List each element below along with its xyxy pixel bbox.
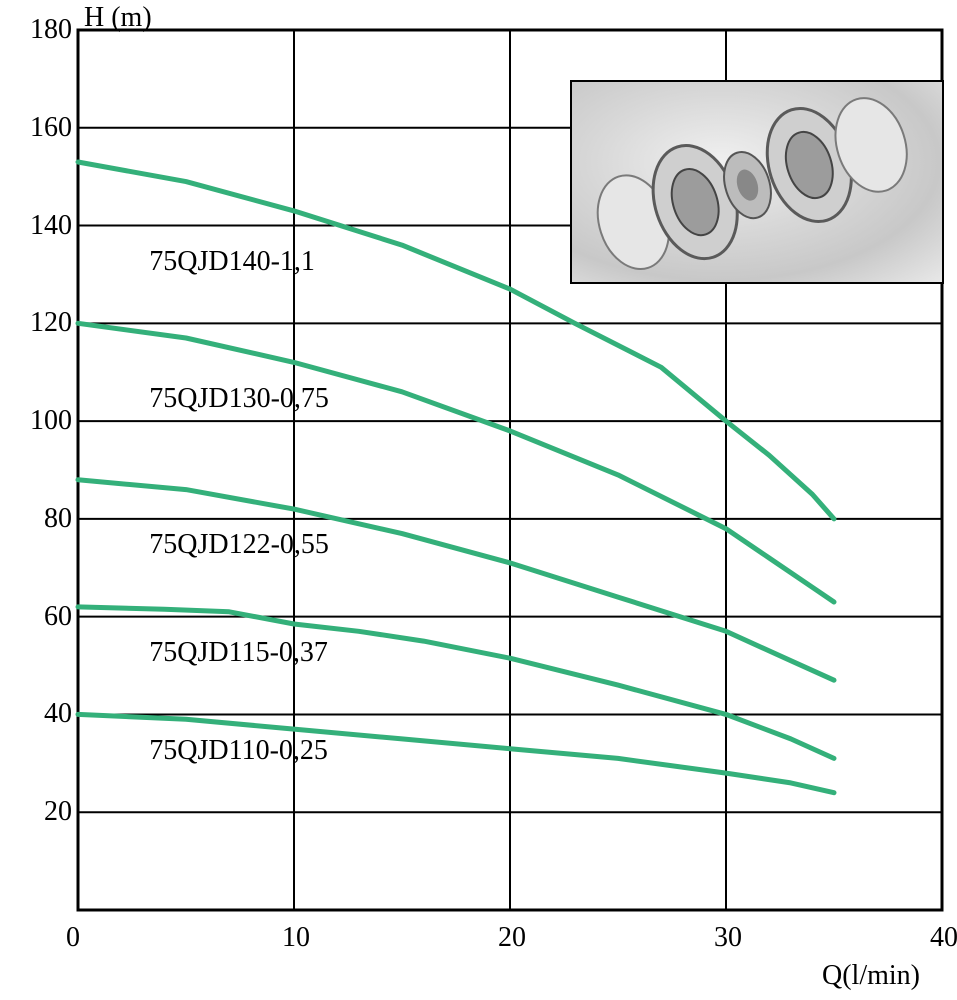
x-tick-label: 10 xyxy=(282,922,310,954)
y-tick-label: 120 xyxy=(12,307,72,339)
series-label: 75QJD110-0,25 xyxy=(149,735,328,767)
series-label: 75QJD140-1,1 xyxy=(149,246,315,278)
y-axis-title: H (m) xyxy=(84,2,152,34)
x-tick-label: 30 xyxy=(714,922,742,954)
pump-impeller-icon xyxy=(572,82,942,282)
y-tick-label: 20 xyxy=(12,796,72,828)
x-axis-title: Q(l/min) xyxy=(822,960,920,992)
y-tick-label: 160 xyxy=(12,112,72,144)
x-tick-label: 0 xyxy=(66,922,80,954)
pump-image-inset xyxy=(570,80,944,284)
y-tick-label: 80 xyxy=(12,503,72,535)
y-tick-label: 180 xyxy=(12,14,72,46)
chart-stage: H (m) Q(l/min) 0 10 20 30 40 20 40 60 80 100 120 14… xyxy=(0,0,957,1000)
y-tick-label: 60 xyxy=(12,601,72,633)
series-label: 75QJD122-0,55 xyxy=(149,529,329,561)
x-tick-label: 40 xyxy=(930,922,957,954)
series-label: 75QJD115-0,37 xyxy=(149,637,328,669)
y-tick-label: 40 xyxy=(12,698,72,730)
x-tick-label: 20 xyxy=(498,922,526,954)
y-tick-label: 100 xyxy=(12,405,72,437)
y-tick-label: 140 xyxy=(12,210,72,242)
series-label: 75QJD130-0,75 xyxy=(149,383,329,415)
